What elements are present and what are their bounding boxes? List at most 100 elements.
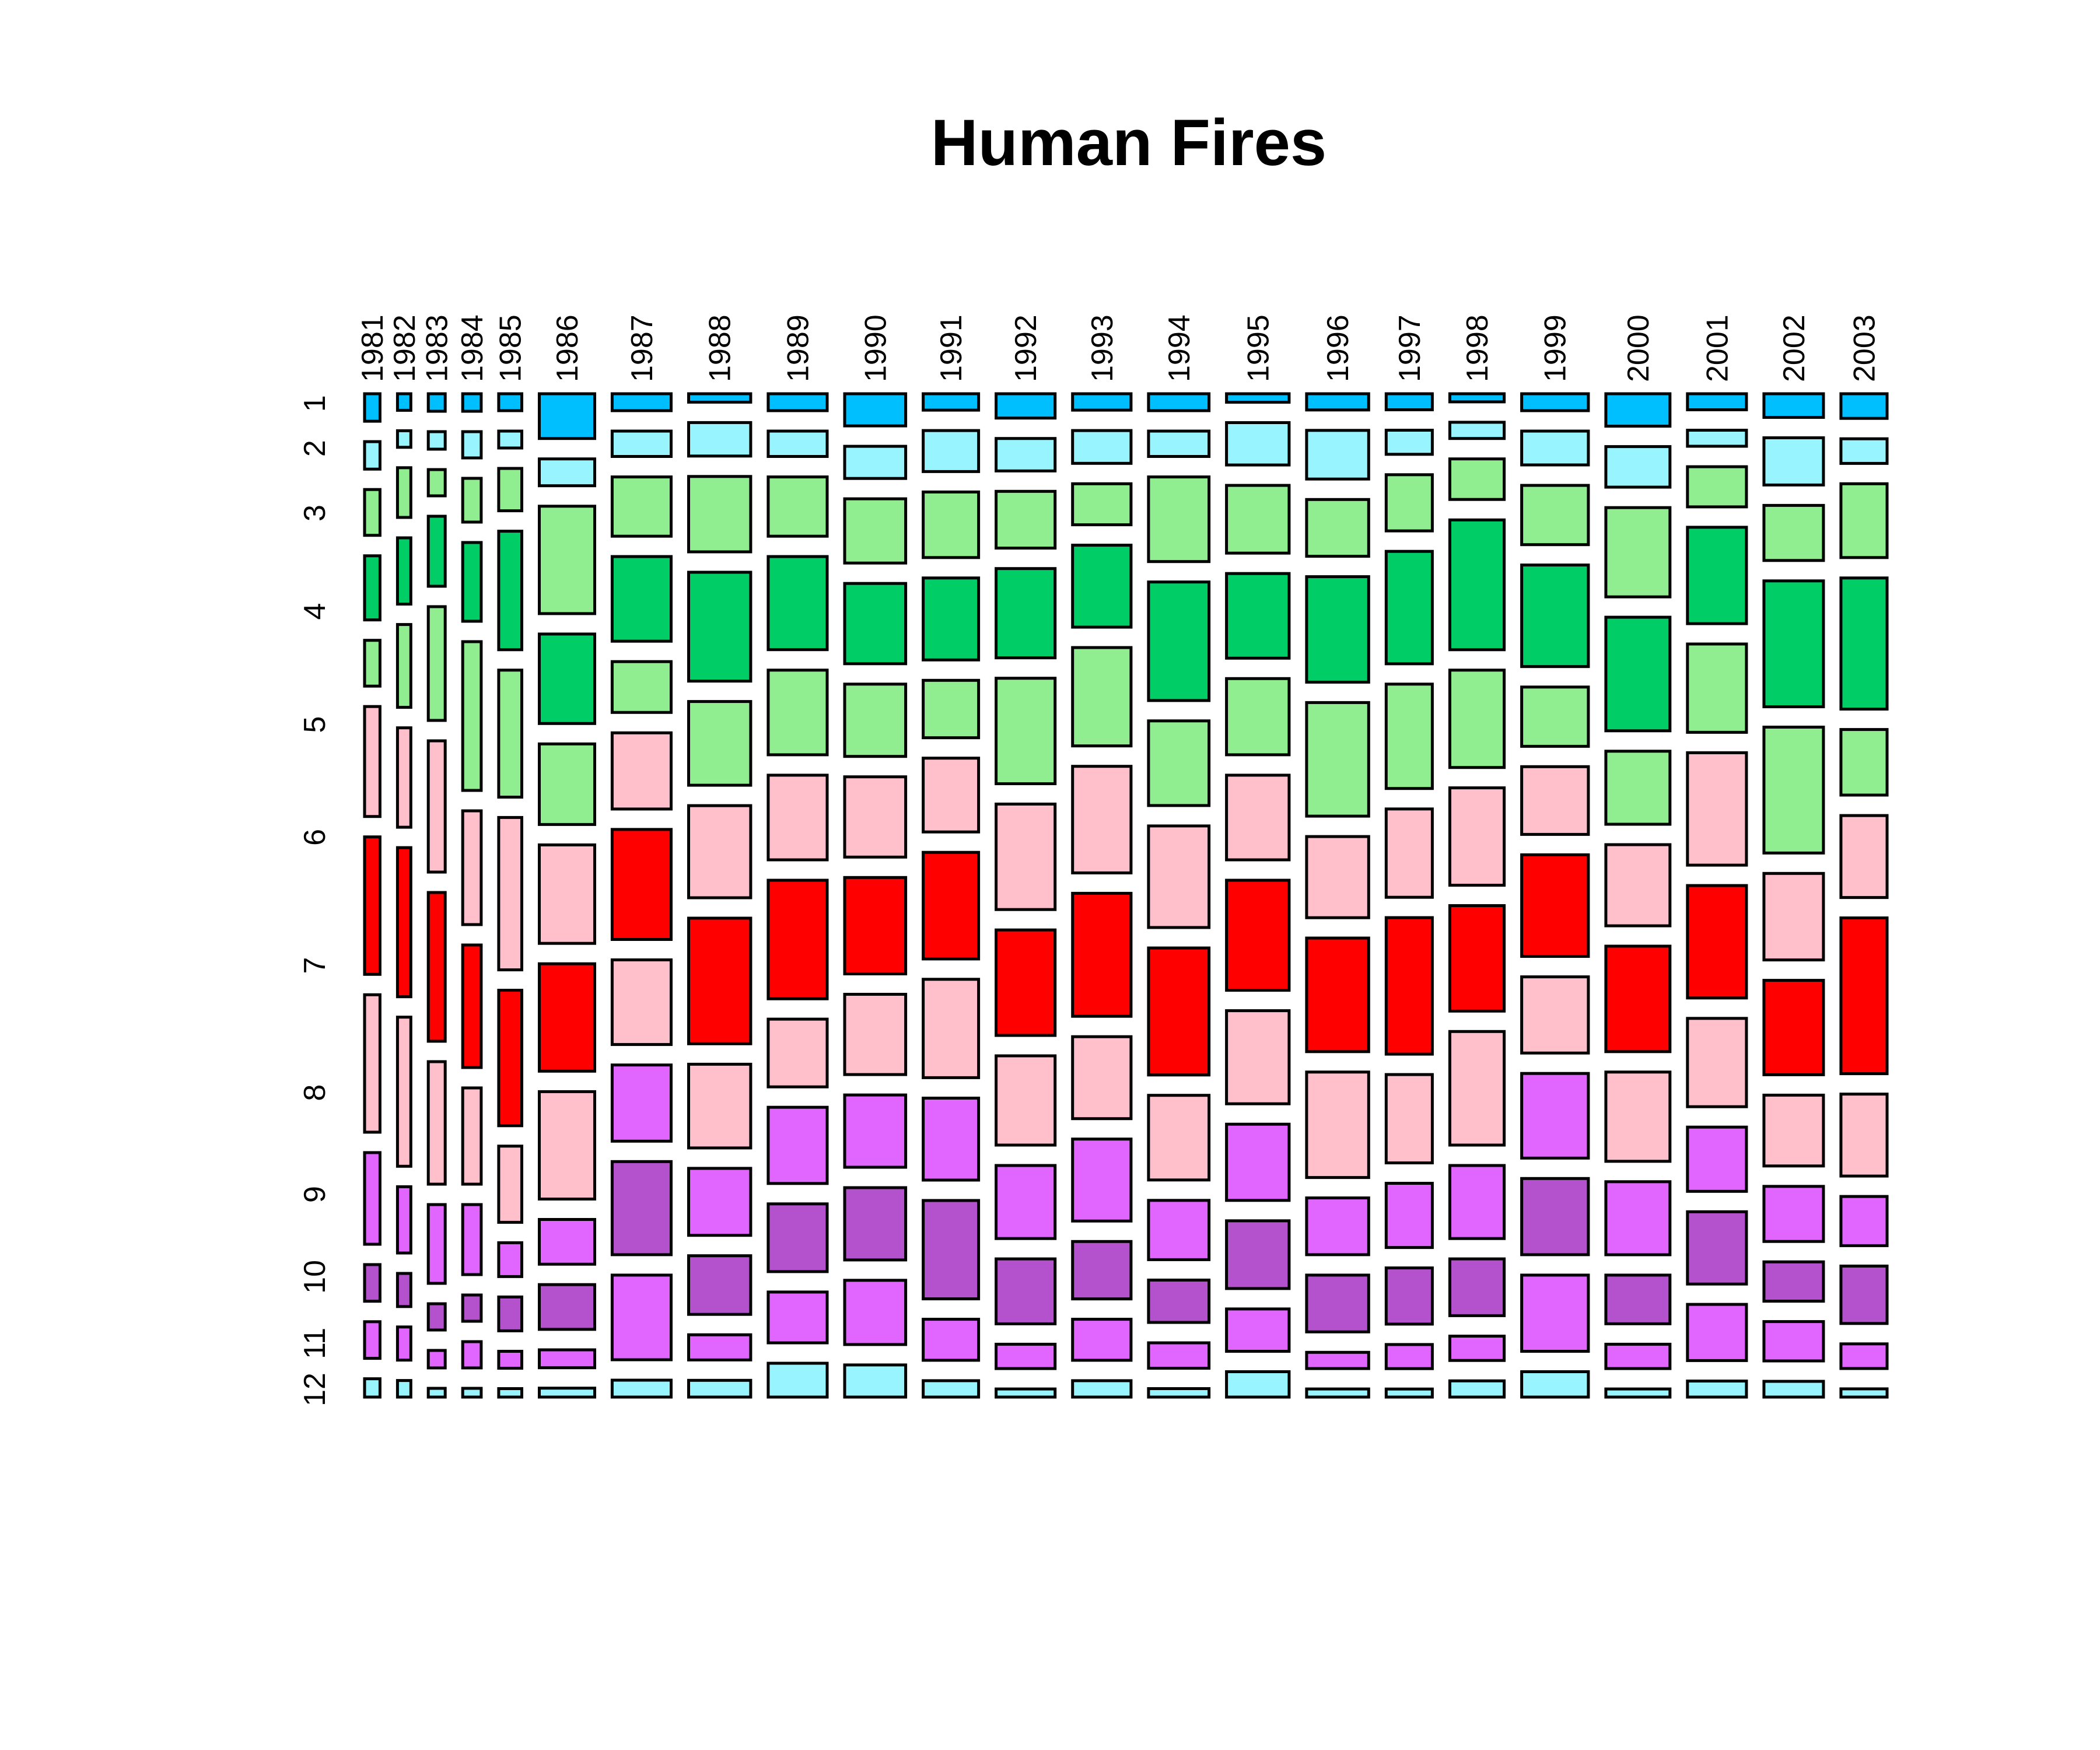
tile-2001-month-1: [1686, 392, 1748, 411]
tile-1988-month-5: [687, 700, 752, 787]
tile-1987-month-2: [610, 429, 673, 458]
tile-1999-month-11: [1520, 1273, 1590, 1353]
tile-1981-month-9: [363, 1151, 382, 1246]
tile-1995-month-3: [1225, 484, 1291, 555]
tile-1982-month-10: [396, 1272, 412, 1308]
tile-1990-month-10: [843, 1186, 908, 1262]
year-label-1998: 1998: [1461, 314, 1494, 382]
tile-1994-month-2: [1147, 429, 1211, 458]
tile-2002-month-3: [1762, 503, 1825, 562]
tile-1992-month-2: [995, 437, 1057, 473]
tile-1996-month-9: [1305, 1196, 1370, 1256]
tile-1992-month-12: [995, 1387, 1057, 1399]
tile-1984-month-8: [461, 1086, 483, 1186]
tile-1999-month-8: [1520, 975, 1590, 1055]
tile-1993-month-8: [1071, 1035, 1133, 1121]
tile-1997-month-6: [1384, 807, 1434, 899]
year-label-1982: 1982: [388, 314, 422, 382]
tile-1997-month-11: [1384, 1343, 1434, 1370]
tile-1996-month-7: [1305, 936, 1370, 1054]
tile-1997-month-2: [1384, 429, 1434, 456]
tile-1989-month-10: [766, 1202, 829, 1273]
tile-1986-month-8: [538, 1090, 596, 1201]
tile-1989-month-7: [766, 878, 829, 1000]
tile-1996-month-11: [1305, 1350, 1370, 1370]
tile-1994-month-5: [1147, 719, 1211, 807]
tile-1988-month-10: [687, 1254, 752, 1316]
tile-1981-month-5: [363, 639, 382, 688]
tile-1984-month-1: [461, 392, 483, 413]
tile-1987-month-3: [610, 475, 673, 538]
year-label-1984: 1984: [456, 314, 489, 382]
tile-1995-month-12: [1225, 1370, 1291, 1399]
tile-1984-month-10: [461, 1293, 483, 1323]
tile-1999-month-6: [1520, 765, 1590, 836]
tile-1990-month-9: [843, 1093, 908, 1169]
tile-1995-month-10: [1225, 1219, 1291, 1290]
tile-1985-month-2: [497, 429, 524, 450]
tile-1995-month-8: [1225, 1009, 1291, 1105]
tile-1993-month-11: [1071, 1318, 1133, 1362]
month-label-8: 8: [298, 1084, 332, 1101]
tile-1987-month-11: [610, 1273, 673, 1362]
tile-1986-month-4: [538, 632, 596, 725]
tile-1990-month-11: [843, 1279, 908, 1346]
tile-1995-month-6: [1225, 774, 1291, 862]
tile-1983-month-11: [426, 1349, 447, 1370]
year-label-2001: 2001: [1700, 314, 1734, 382]
tile-1988-month-11: [687, 1333, 752, 1362]
month-label-7: 7: [298, 957, 332, 974]
tile-1991-month-4: [922, 576, 981, 662]
year-label-1988: 1988: [704, 314, 737, 382]
tile-1995-month-1: [1225, 392, 1291, 404]
tile-1988-month-3: [687, 475, 752, 554]
month-label-3: 3: [298, 505, 332, 522]
tile-1989-month-5: [766, 668, 829, 757]
tile-1982-month-12: [396, 1379, 412, 1399]
tile-2002-month-12: [1762, 1380, 1825, 1399]
tile-1993-month-3: [1071, 482, 1133, 527]
tile-1981-month-6: [363, 705, 382, 818]
tile-1999-month-2: [1520, 429, 1590, 467]
tile-1993-month-1: [1071, 392, 1133, 412]
tile-1995-month-9: [1225, 1122, 1291, 1202]
tile-1998-month-12: [1448, 1379, 1506, 1399]
tile-1983-month-12: [426, 1387, 447, 1399]
tile-1988-month-12: [687, 1378, 752, 1399]
month-label-1: 1: [298, 395, 332, 412]
month-label-10: 10: [298, 1260, 332, 1294]
tile-1981-month-1: [363, 392, 382, 423]
tile-1989-month-6: [766, 774, 829, 862]
tile-1990-month-3: [843, 497, 908, 565]
tile-1981-month-10: [363, 1263, 382, 1303]
tile-1995-month-7: [1225, 878, 1291, 992]
tile-1996-month-2: [1305, 429, 1370, 481]
tile-1985-month-3: [497, 467, 524, 513]
tile-1994-month-3: [1147, 475, 1211, 564]
tile-1983-month-1: [426, 392, 447, 413]
chart-title: Human Fires: [931, 106, 1326, 179]
tile-1983-month-7: [426, 891, 447, 1043]
tile-1998-month-3: [1448, 457, 1506, 501]
tile-1996-month-6: [1305, 835, 1370, 919]
year-label-1990: 1990: [859, 314, 892, 382]
tile-1982-month-2: [396, 429, 412, 449]
tile-1993-month-6: [1071, 765, 1133, 874]
tile-1983-month-3: [426, 468, 447, 498]
tile-1998-month-11: [1448, 1335, 1506, 1362]
tile-1994-month-11: [1147, 1341, 1211, 1370]
tile-1986-month-9: [538, 1218, 596, 1266]
tile-1996-month-12: [1305, 1387, 1370, 1399]
tile-1996-month-10: [1305, 1273, 1370, 1334]
tile-1998-month-8: [1448, 1030, 1506, 1147]
year-label-2000: 2000: [1622, 314, 1656, 382]
tile-1981-month-2: [363, 440, 382, 471]
month-label-5: 5: [298, 716, 332, 733]
tile-2003-month-2: [1839, 437, 1889, 465]
tile-1994-month-1: [1147, 392, 1211, 412]
tile-1991-month-7: [922, 850, 981, 961]
tile-1988-month-1: [687, 392, 752, 404]
tile-1991-month-12: [922, 1379, 981, 1399]
tile-1992-month-10: [995, 1257, 1057, 1325]
tile-1982-month-9: [396, 1185, 412, 1255]
